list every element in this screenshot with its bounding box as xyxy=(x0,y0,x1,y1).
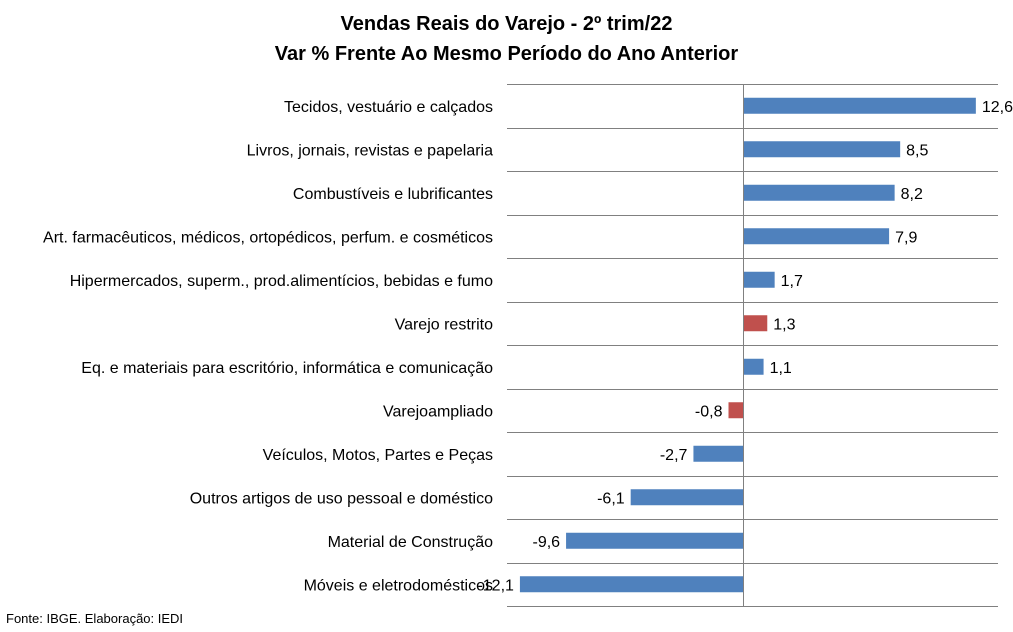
bar xyxy=(743,97,976,114)
bar xyxy=(519,576,744,593)
data-label: -12,1 xyxy=(477,577,514,594)
bar xyxy=(743,141,901,158)
data-label: 1,7 xyxy=(781,273,803,290)
data-label: -6,1 xyxy=(597,490,625,507)
data-label: 12,6 xyxy=(982,99,1013,116)
category-label: Art. farmacêuticos, médicos, ortopédicos… xyxy=(43,229,493,246)
category-label: Móveis e eletrodomésticos xyxy=(304,577,493,594)
category-label: Material de Construção xyxy=(328,534,494,551)
data-label: -2,7 xyxy=(660,447,688,464)
data-label: -0,8 xyxy=(695,403,723,420)
data-label: 1,3 xyxy=(773,316,795,333)
data-label: 8,2 xyxy=(901,186,923,203)
category-label: Eq. e materiais para escritório, informá… xyxy=(81,360,493,377)
category-label: Tecidos, vestuário e calçados xyxy=(284,99,493,116)
bar xyxy=(743,271,775,288)
category-label: Combustíveis e lubrificantes xyxy=(293,186,493,203)
category-label: Varejoampliado xyxy=(383,403,493,420)
bar xyxy=(743,315,768,332)
data-label: 7,9 xyxy=(895,229,917,246)
category-label: Hipermercados, superm., prod.alimentício… xyxy=(70,273,493,290)
bar xyxy=(743,184,895,201)
data-label: 8,5 xyxy=(906,142,928,159)
bar xyxy=(693,445,744,462)
category-label: Veículos, Motos, Partes e Peças xyxy=(263,447,493,464)
category-label: Livros, jornais, revistas e papelaria xyxy=(247,142,493,159)
bar xyxy=(743,228,890,245)
bar xyxy=(630,489,744,506)
data-label: 1,1 xyxy=(770,360,792,377)
chart-title: Vendas Reais do Varejo - 2º trim/22 xyxy=(340,13,673,35)
data-label: -9,6 xyxy=(532,534,560,551)
bar xyxy=(743,358,764,375)
bar xyxy=(728,402,744,419)
bar xyxy=(566,532,744,549)
source-footnote: Fonte: IBGE. Elaboração: IEDI xyxy=(6,611,184,626)
category-label: Varejo restrito xyxy=(395,316,494,333)
chart-subtitle: Var % Frente Ao Mesmo Período do Ano Ant… xyxy=(274,43,739,65)
category-label: Outros artigos de uso pessoal e doméstic… xyxy=(190,490,493,507)
